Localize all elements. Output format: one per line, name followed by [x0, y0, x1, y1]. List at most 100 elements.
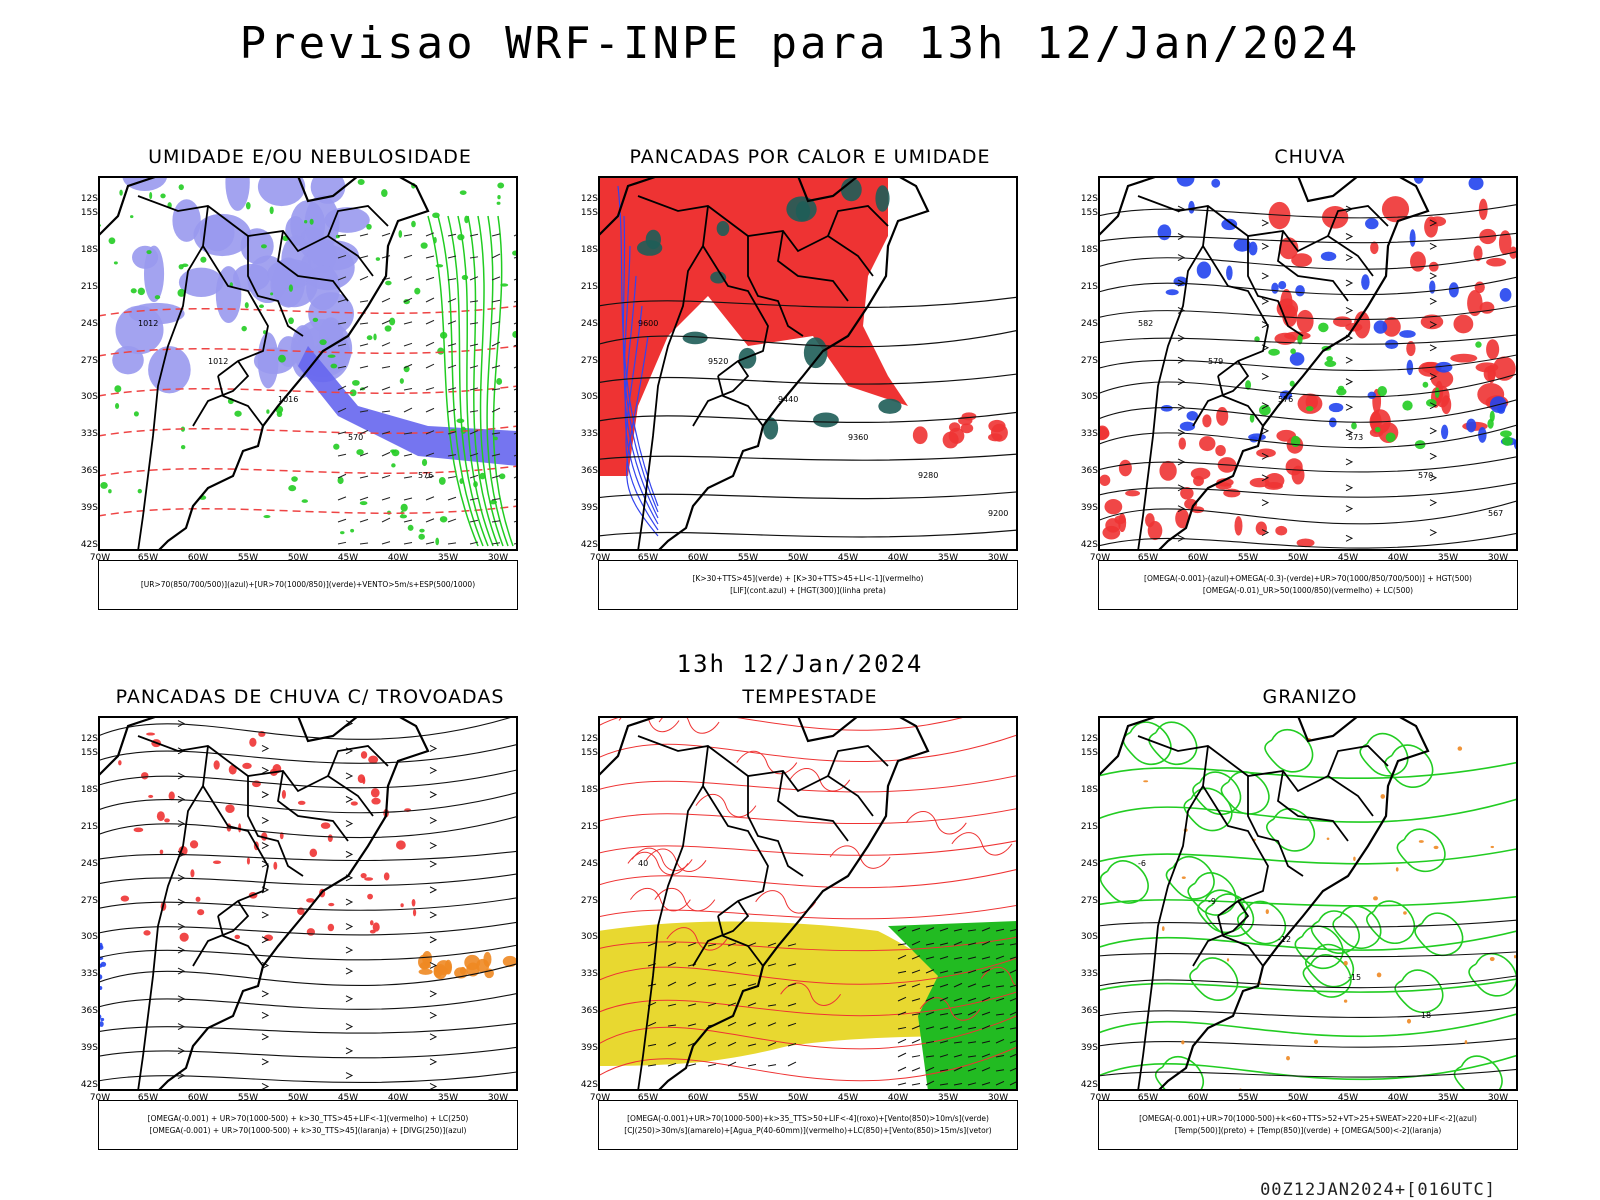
contour-label: 9360: [848, 433, 868, 442]
wind-vector: [381, 474, 391, 479]
rain-blue-area: [1440, 424, 1449, 440]
omega-orange-speck: [1353, 856, 1356, 862]
wind-vector: [747, 1022, 757, 1027]
thickness-dashed-contour: [98, 505, 518, 517]
wind-vector: [469, 322, 479, 325]
rain-blue-area: [1435, 361, 1453, 373]
wind-vector: [381, 342, 391, 347]
lat-tick-label: 30S: [580, 932, 598, 943]
wind-arrow: [1345, 403, 1354, 411]
temp850-green-contour: [1237, 900, 1287, 945]
lat-tick-label: 18S: [80, 784, 98, 795]
wind-vector: [767, 982, 777, 987]
wind-vector: [925, 1041, 935, 1044]
wind-vector: [469, 541, 479, 545]
humidity-green-speck: [114, 403, 120, 409]
contour-line: [98, 1046, 518, 1059]
omega-orange-speck: [1343, 960, 1348, 966]
map-panel: PANCADAS DE CHUVA C/ TROVOADAS 12S 15S 18S 2…: [80, 686, 575, 1186]
map-canvas: 40: [598, 716, 1018, 1091]
humidity-green-speck: [350, 528, 355, 533]
humidity-green-speck: [234, 410, 242, 417]
legend-line: [OMEGA(-0.01)_UR>50(1000/850)(vermelho) …: [1202, 586, 1414, 595]
contour-line: [98, 815, 518, 838]
lat-tick-label: 33S: [580, 429, 598, 440]
lat-tick-label: 42S: [80, 540, 98, 550]
omega-orange-speck: [1161, 926, 1165, 932]
wind-vector: [967, 969, 977, 974]
rain-red-area: [1418, 361, 1440, 377]
lat-tick-label: 39S: [580, 503, 598, 514]
wind-arrow: [1177, 505, 1186, 513]
country-border: [217, 375, 264, 427]
rain-red-area: [1114, 515, 1126, 525]
lat-tick-label: 30S: [1080, 392, 1098, 403]
humidity-green-contour: [457, 215, 494, 547]
wind-vector: [447, 278, 457, 281]
contour-line: [1098, 456, 1518, 473]
thickness-dashed-contour: [98, 385, 518, 397]
map-canvas: 1012 1012 1016 570 576: [98, 176, 518, 551]
water-red-contour: [736, 750, 798, 775]
contour-line: [1098, 895, 1518, 907]
wind-arrow: [177, 874, 186, 882]
lat-tick-label: 21S: [1080, 821, 1098, 832]
lat-tick-label: 24S: [1080, 858, 1098, 869]
humidity-green-speck: [419, 528, 425, 533]
coastline: [98, 716, 430, 1091]
water-red-contour: [629, 887, 691, 912]
wind-vector: [337, 541, 347, 545]
humidity-green-speck: [411, 220, 416, 228]
wind-vector: [513, 475, 518, 479]
wind-vector: [981, 1025, 991, 1030]
wind-arrow: [261, 911, 270, 919]
map-panel: PANCADAS POR CALOR E UMIDADE 9600 9520 9440…: [580, 146, 1075, 646]
wind-vector: [403, 497, 413, 501]
country-border: [1277, 230, 1349, 302]
humidity-green-speck: [177, 288, 186, 297]
lon-tick-label: 70W: [1089, 553, 1111, 563]
map-canvas: -6-9-12-15-18: [1098, 716, 1518, 1091]
wind-arrow: [345, 898, 354, 906]
lon-tick-label: 30W: [987, 553, 1009, 563]
humidity-green-speck: [133, 411, 139, 417]
humidity-green-speck: [438, 476, 446, 485]
humidity-green-contour: [427, 215, 479, 547]
wind-arrow: [1345, 534, 1354, 542]
lon-tick-label: 70W: [89, 553, 111, 563]
rain-red-area: [1492, 356, 1516, 381]
country-border: [637, 745, 709, 1091]
wind-vector: [925, 927, 935, 932]
storm-red-speck: [327, 923, 335, 932]
contour-label: 40: [638, 859, 648, 868]
humidity-blue-area: [178, 267, 224, 297]
rain-green-area: [1434, 387, 1440, 399]
humidity-green-speck: [497, 195, 501, 200]
storm-red-speck: [400, 903, 404, 908]
coastline: [598, 716, 930, 1091]
humidity-green-speck: [389, 317, 396, 326]
contour-label: 1016: [278, 395, 298, 404]
omega-orange-speck: [1406, 1018, 1412, 1024]
wind-arrow: [1345, 378, 1354, 386]
wind-vector: [897, 970, 907, 974]
wind-arrow: [1429, 427, 1438, 435]
storm-red-speck: [350, 801, 358, 806]
contour-line: [1098, 203, 1518, 219]
rain-red-area: [1296, 309, 1314, 333]
wind-arrow: [345, 820, 354, 828]
map-canvas: [98, 716, 518, 1091]
wind-vector: [687, 942, 697, 947]
temp850-green-contour: [1414, 912, 1464, 957]
wind-vector: [707, 1063, 717, 1067]
wind-vector: [897, 1026, 907, 1030]
humidity-green-speck: [263, 330, 267, 335]
lon-tick-label: 35W: [937, 553, 959, 563]
wind-vector: [491, 407, 501, 413]
map-area: 1012 1012 1016 570 576 12S 15S 18S 21S 24S 27S 30S 3…: [81, 176, 518, 563]
humidity-green-speck: [390, 449, 397, 453]
panel-title: UMIDADE E/OU NEBULOSIDADE: [148, 146, 472, 168]
wind-vector: [995, 971, 1005, 974]
lon-tick-label: 40W: [887, 1093, 909, 1103]
contour-line: [1098, 761, 1518, 779]
